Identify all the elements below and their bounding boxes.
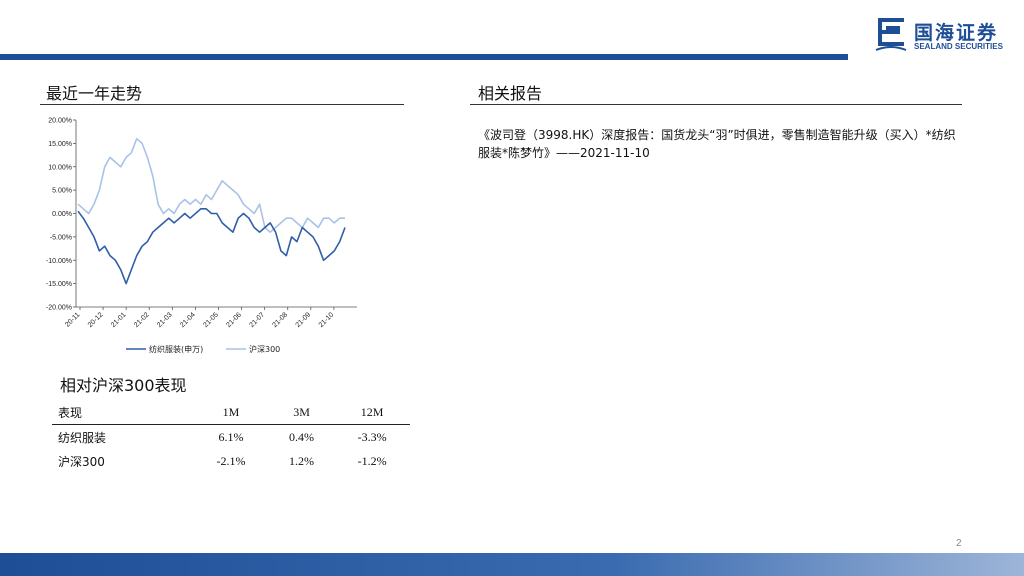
sealand-logo-icon xyxy=(875,18,907,51)
reports-section-title: 相关报告 xyxy=(478,84,543,103)
y-tick-label: 5.00% xyxy=(52,188,72,195)
table-cell: -3.3% xyxy=(357,429,387,444)
related-report-link[interactable]: 《波司登（3998.HK）深度报告：国货龙头“羽”时俱进，零售制造智能升级（买入… xyxy=(478,128,956,160)
table-cell: 6.1% xyxy=(218,429,244,444)
x-tick-label: 21-04 xyxy=(179,311,197,329)
company-logo: 国海证券 SEALAND SECURITIES xyxy=(874,16,1024,56)
footer-gradient-bar xyxy=(0,553,1024,576)
legend-label: 纺织服装(申万) xyxy=(149,344,203,354)
y-tick-label: 10.00% xyxy=(48,164,72,171)
table-header-cell: 1M xyxy=(193,400,269,425)
y-tick-label: 20.00% xyxy=(48,118,72,125)
table-header-cell: 12M xyxy=(334,400,410,425)
x-tick-label: 21-02 xyxy=(133,311,151,329)
table-header-cell: 3M xyxy=(268,400,335,425)
table-row: 纺织服装 6.1% 0.4% -3.3% xyxy=(52,425,410,450)
x-tick-label: 21-07 xyxy=(248,311,266,329)
trend-section-title: 最近一年走势 xyxy=(46,84,143,103)
x-tick-label: 20-11 xyxy=(64,311,81,328)
table-cell: -1.2% xyxy=(357,453,387,468)
reports-title-rule xyxy=(470,104,962,105)
x-tick-label: 21-03 xyxy=(156,311,174,329)
legend-label: 沪深300 xyxy=(249,344,280,354)
series-line-1 xyxy=(77,137,345,233)
page-number: 2 xyxy=(956,538,962,549)
series-line-0 xyxy=(77,208,346,285)
header-accent-bar xyxy=(0,54,848,60)
table-cell: -2.1% xyxy=(216,453,246,468)
table-cell: 1.2% xyxy=(289,453,315,468)
y-tick-label: -20.00% xyxy=(46,305,72,312)
table-header-cell: 表现 xyxy=(52,400,194,425)
x-tick-label: 21-06 xyxy=(225,311,243,329)
x-tick-label: 21-05 xyxy=(202,311,220,329)
x-tick-label: 21-10 xyxy=(318,311,336,329)
y-tick-label: -10.00% xyxy=(46,258,72,265)
table-header-row: 表现 1M 3M 12M xyxy=(52,400,410,425)
logo-chinese-name: 国海证券 xyxy=(914,22,999,44)
x-tick-label: 20-12 xyxy=(87,311,105,329)
y-tick-label: 0.00% xyxy=(52,211,72,218)
y-tick-label: -15.00% xyxy=(46,281,72,288)
performance-section-title: 相对沪深300表现 xyxy=(60,376,187,395)
trend-line-chart: 20.00% 15.00% 10.00% 5.00% 0.00% -5.00% -10.00… xyxy=(46,118,357,354)
table-row: 沪深300 -2.1% 1.2% -1.2% xyxy=(52,449,410,473)
table-cell: 纺织服装 xyxy=(58,430,107,445)
table-cell: 0.4% xyxy=(289,429,315,444)
trend-title-rule xyxy=(40,104,404,105)
x-tick-label: 21-09 xyxy=(295,311,313,329)
y-tick-label: 15.00% xyxy=(48,141,72,148)
y-tick-label: -5.00% xyxy=(50,234,72,241)
table-cell: 沪深300 xyxy=(58,454,105,469)
x-tick-label: 21-01 xyxy=(110,311,128,329)
logo-english-name: SEALAND SECURITIES xyxy=(914,42,1003,51)
relative-performance-table: 表现 1M 3M 12M 纺织服装 6.1% 0.4% -3.3% 沪深300 … xyxy=(52,400,410,473)
x-tick-label: 21-08 xyxy=(272,311,290,329)
